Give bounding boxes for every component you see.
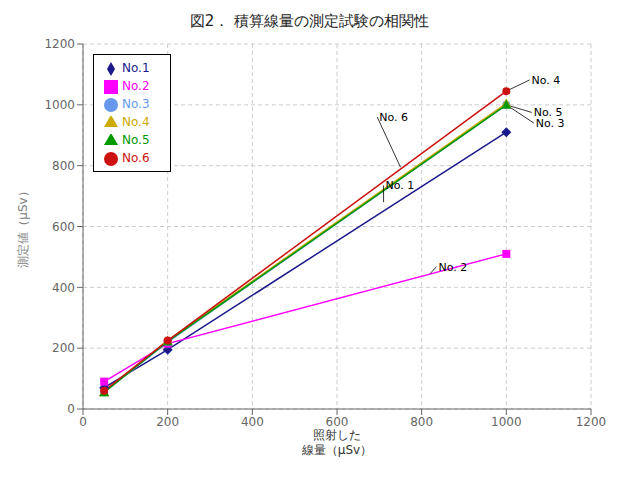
svg-text:照射した線量（μSv）: 照射した線量（μSv）: [301, 428, 372, 457]
svg-text:1000: 1000: [44, 98, 75, 112]
html-text:No.4: No.4: [122, 115, 150, 129]
html-text:図2． 積算線量の測定試験の相関性: 図2． 積算線量の測定試験の相関性: [189, 12, 430, 30]
html-text:No.2: No.2: [122, 79, 150, 93]
html-text:No.3: No.3: [122, 97, 150, 111]
svg-text:800: 800: [52, 159, 75, 173]
svg-text:1200: 1200: [44, 37, 75, 51]
svg-text:200: 200: [156, 415, 179, 429]
html-text:No.5: No.5: [122, 133, 150, 147]
svg-text:No. 5: No. 5: [533, 106, 563, 120]
svg-text:No. 3: No. 3: [536, 117, 565, 130]
svg-text:1000: 1000: [491, 415, 522, 429]
svg-text:0: 0: [79, 415, 87, 429]
html-text:No.6: No.6: [122, 151, 150, 165]
svg-text:No. 1: No. 1: [386, 179, 415, 192]
svg-text:800: 800: [410, 415, 433, 429]
html-text:No.1: No.1: [122, 61, 150, 75]
svg-text:0: 0: [67, 402, 75, 416]
svg-text:400: 400: [241, 415, 264, 429]
svg-text:No. 2: No. 2: [438, 261, 467, 274]
svg-text:200: 200: [52, 341, 75, 355]
svg-text:400: 400: [52, 281, 75, 295]
svg-text:1200: 1200: [576, 415, 607, 429]
svg-text:測定値（μSv）: 測定値（μSv）: [16, 185, 30, 267]
svg-text:600: 600: [326, 415, 349, 429]
svg-text:600: 600: [52, 220, 75, 234]
svg-text:No. 6: No. 6: [379, 111, 408, 124]
svg-text:No. 4: No. 4: [532, 74, 561, 87]
